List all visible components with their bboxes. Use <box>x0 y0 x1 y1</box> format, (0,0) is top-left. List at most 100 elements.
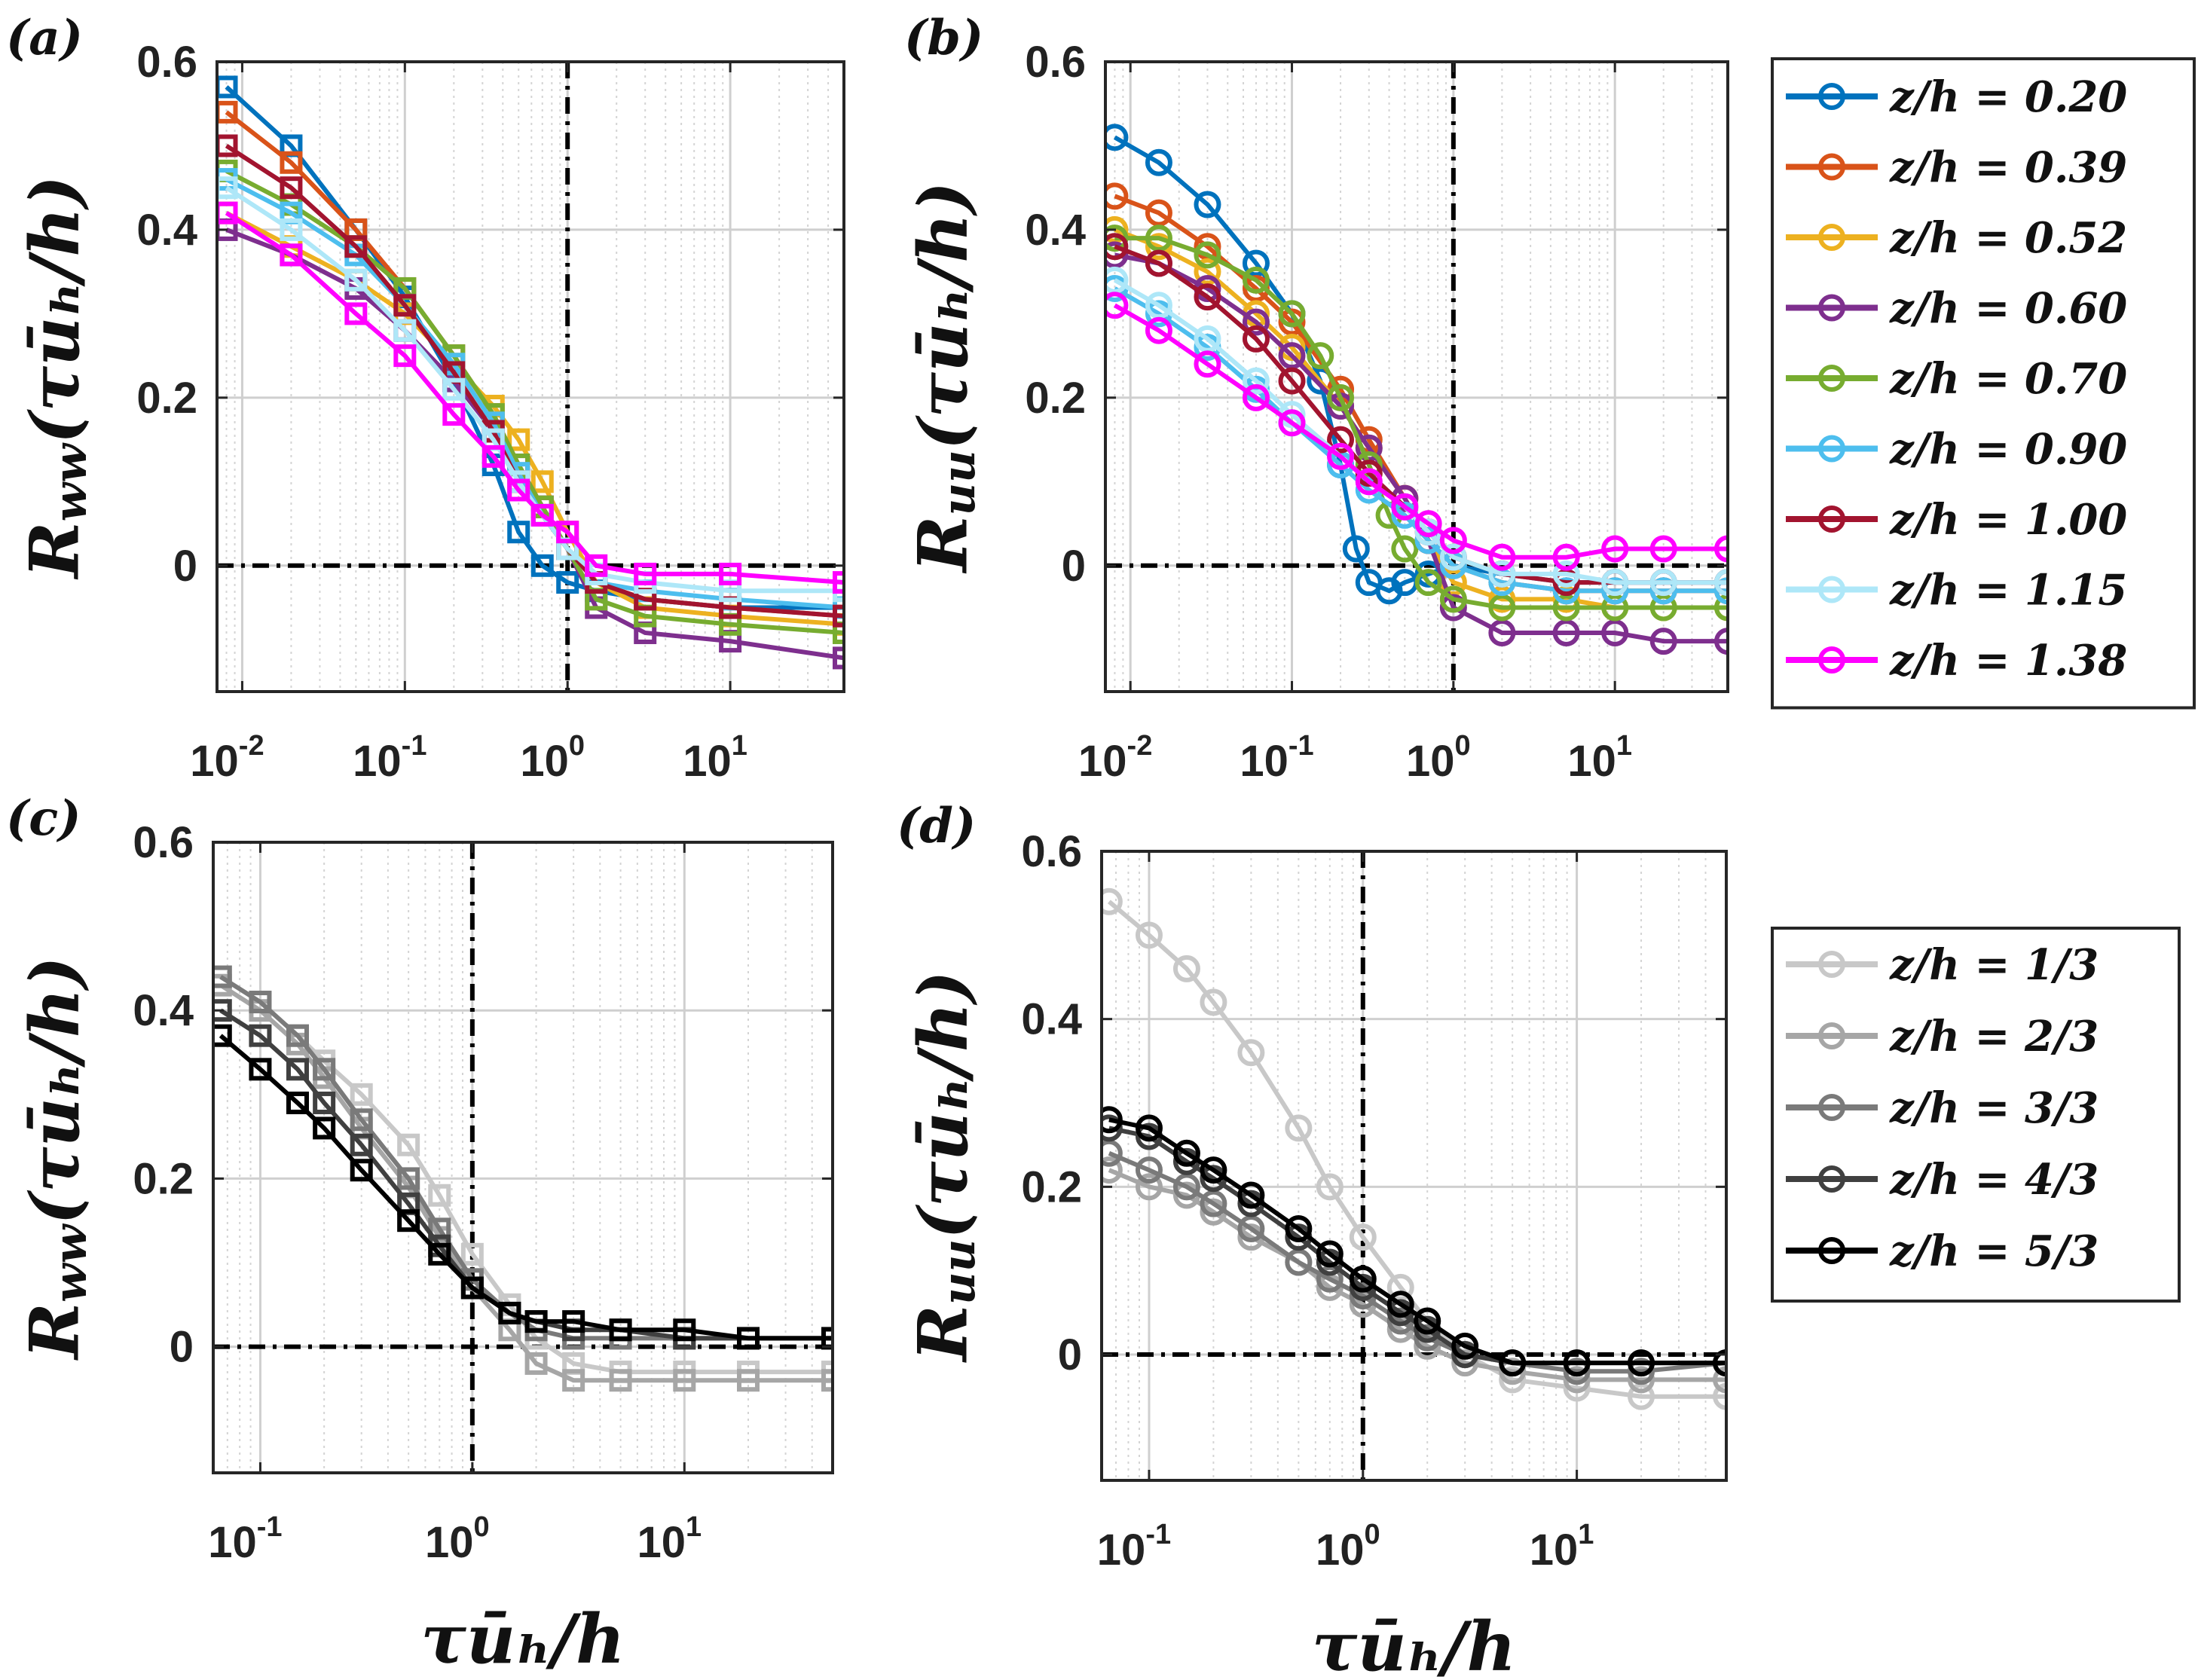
data-point-circle <box>1194 241 1221 269</box>
data-point-circle <box>1327 426 1355 454</box>
data-point-square <box>737 1369 760 1392</box>
data-point-circle <box>1649 577 1677 605</box>
series-line <box>1113 286 1728 594</box>
data-point-square <box>562 1369 585 1392</box>
data-point-circle <box>1628 1382 1655 1410</box>
panel-letter: (d) <box>897 798 976 854</box>
legend-marker <box>1818 224 1845 251</box>
y-tick-label: 0.4 <box>1021 995 1082 1044</box>
data-point-circle <box>1242 383 1270 411</box>
data-point-circle <box>1355 468 1383 496</box>
legend-marker <box>1818 365 1845 392</box>
data-point-square <box>833 646 844 670</box>
data-point-circle <box>1451 1349 1479 1377</box>
data-point-circle <box>1285 1215 1313 1242</box>
axes-frame <box>212 841 834 1474</box>
data-point-circle <box>1386 1291 1414 1318</box>
series-line <box>1107 900 1726 1399</box>
series-line <box>225 211 844 585</box>
data-point-circle <box>1172 955 1200 982</box>
y-tick-label: 0.2 <box>1021 1162 1082 1211</box>
legend-2: z/h = 1/3 z/h = 2/3 z/h = 3/3 z/h = 4/3 z/h … <box>1771 927 2181 1303</box>
data-point-square <box>833 571 844 594</box>
data-point-circle <box>1102 1139 1123 1167</box>
data-point-circle <box>1628 1349 1655 1377</box>
series-z-h-1-38 <box>217 201 844 594</box>
legend-1: z/h = 0.20 z/h = 0.39 z/h = 0.52 z/h = 0.60… <box>1771 57 2196 710</box>
data-point-circle <box>1194 350 1221 378</box>
legend-label: z/h = 0.20 <box>1889 72 2127 122</box>
data-point-circle <box>1488 619 1516 646</box>
data-point-circle <box>1237 1181 1265 1209</box>
y-tick-label: 0 <box>173 542 197 591</box>
data-point-circle <box>1601 594 1629 622</box>
legend-label: z/h = 3/3 <box>1889 1083 2099 1133</box>
legend-entry: z/h = 4/3 <box>1786 1155 2099 1205</box>
data-point-circle <box>1714 569 1728 597</box>
data-point-circle <box>1714 535 1728 563</box>
data-point-square <box>562 1310 585 1333</box>
data-point-circle <box>1242 266 1270 294</box>
data-point-circle <box>1714 628 1728 655</box>
series-group <box>213 965 833 1392</box>
legend-marker <box>1818 576 1845 603</box>
y-tick-label: 0 <box>1062 542 1086 591</box>
y-axis-title-subscript: uu <box>933 1239 986 1305</box>
data-point-circle <box>1649 628 1677 655</box>
legend-entry: z/h = 0.52 <box>1786 213 2127 263</box>
data-point-circle <box>1316 1265 1344 1293</box>
panel-letter: (c) <box>6 790 81 847</box>
data-point-square <box>719 562 742 585</box>
data-point-square <box>350 1083 373 1106</box>
legend-marker <box>1818 83 1845 110</box>
data-point-circle <box>1488 594 1516 622</box>
y-tick-label: 0.6 <box>1021 827 1082 876</box>
data-point-circle <box>1414 569 1442 597</box>
series-line <box>1114 236 1728 610</box>
data-point-circle <box>1172 1139 1200 1167</box>
data-point-square <box>609 1318 632 1342</box>
data-point-circle <box>1451 1341 1479 1368</box>
legend-label: z/h = 0.70 <box>1889 354 2127 404</box>
data-point-square <box>428 1242 451 1266</box>
data-point-square <box>460 1276 484 1300</box>
data-point-circle <box>1414 1332 1441 1360</box>
data-point-square <box>609 1369 632 1392</box>
series-z-h-5-3 <box>1102 1106 1726 1377</box>
data-point-circle <box>1102 1114 1123 1142</box>
data-point-square <box>821 1327 833 1350</box>
data-point-circle <box>1285 1248 1313 1276</box>
data-point-square <box>585 554 608 577</box>
series-z-h-0-60 <box>1105 241 1728 655</box>
legend-marker <box>1818 1165 1845 1193</box>
legend-marker <box>1818 1237 1845 1264</box>
data-point-circle <box>1713 1366 1726 1394</box>
data-point-circle <box>1278 300 1306 328</box>
legend-entry: z/h = 0.20 <box>1786 72 2127 122</box>
y-axis-title-subscript: uu <box>933 450 986 515</box>
data-point-circle <box>1714 577 1728 605</box>
data-point-circle <box>1316 1273 1344 1301</box>
y-tick-label: 0.2 <box>133 1154 194 1203</box>
data-point-square <box>313 1058 336 1081</box>
data-point-circle <box>1237 1215 1265 1242</box>
data-point-circle <box>1391 535 1419 563</box>
data-point-square <box>530 503 554 527</box>
data-point-square <box>280 176 303 200</box>
data-point-square <box>280 243 303 267</box>
legend-label: z/h = 1.38 <box>1889 636 2127 686</box>
panel-letter: (b) <box>904 10 983 66</box>
data-point-circle <box>1105 233 1129 261</box>
y-axis-title-argument: (τūₕ/h) <box>15 956 95 1224</box>
legend-label: z/h = 0.52 <box>1889 213 2127 263</box>
data-point-square <box>393 319 417 342</box>
data-point-square <box>393 294 417 317</box>
data-point-circle <box>1278 342 1306 370</box>
legend-label: z/h = 1.15 <box>1889 566 2127 615</box>
data-point-circle <box>1601 619 1629 646</box>
y-tick-label: 0.4 <box>1025 206 1086 255</box>
reference-lines <box>1102 851 1726 1480</box>
